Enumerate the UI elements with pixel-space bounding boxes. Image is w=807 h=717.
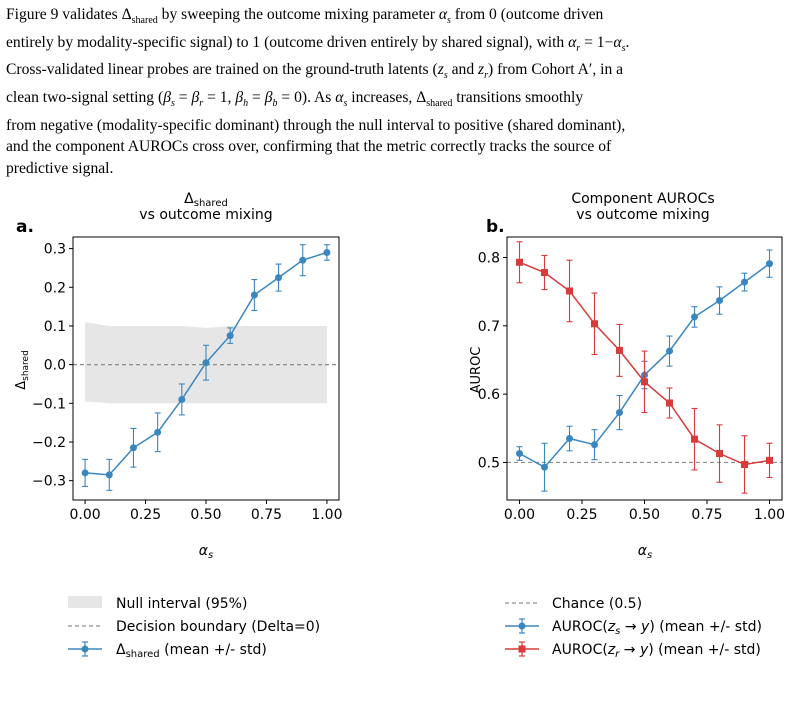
panel-b-series-2-point: [641, 378, 648, 386]
legend-null-band-label: Null interval (95%): [116, 596, 247, 612]
legend-delta-label: Δshared (mean +/- std): [116, 642, 267, 660]
panel-b-ytick-label: 0.7: [478, 319, 500, 335]
panel-b-ytick-label: 0.6: [478, 387, 500, 403]
panel-b-legend: Chance (0.5) AUROC(zs → y) (mean +/- std…: [505, 596, 762, 660]
panel-b-series-1-point: [616, 409, 623, 417]
panel-b-series-1-point: [691, 313, 698, 321]
panel-b-series-1-point: [566, 435, 573, 443]
panel-a-ytick-label: 0.3: [44, 242, 66, 258]
panel-b-xtick-label: 0.75: [691, 507, 722, 523]
caption-line-1: Figure 9 validates Δshared by sweeping t…: [6, 6, 604, 27]
panel-b-xtick-label: 0.25: [566, 507, 597, 523]
panel-b-series-1-point: [666, 347, 673, 355]
panel-b-series-2-point: [591, 320, 598, 328]
panel-a-xtick-label: 0.75: [251, 507, 282, 523]
panel-b-series-2-point: [566, 287, 573, 295]
panel-a-series-1-point: [105, 471, 113, 479]
panel-b-ylabel: AUROC: [469, 347, 484, 394]
panel-b-series-1-point: [591, 441, 598, 449]
panel-b-series-1-point: [741, 278, 748, 286]
panel-b-series-2-point: [766, 456, 773, 464]
panel-b-series-2-point: [666, 399, 673, 407]
panel-a-ytick-label: 0.0: [44, 358, 66, 374]
panel-a-series-1-point: [299, 256, 307, 264]
caption-line-2: entirely by modality-specific signal) to…: [6, 33, 630, 54]
panel-a-ytick-label: −0.3: [32, 474, 66, 490]
panel-b-xlabel: αs: [638, 543, 652, 561]
panel-b-series-1-point: [716, 297, 723, 305]
caption-line-4: clean two-signal setting (βs = βr = 1, β…: [6, 89, 584, 110]
caption-line-7: predictive signal.: [6, 160, 114, 177]
panel-a-xtick-label: 0.25: [130, 507, 161, 523]
legend-chance-label: Chance (0.5): [552, 596, 642, 612]
legend-zs-marker: [505, 618, 539, 634]
legend-delta-marker: [68, 641, 102, 657]
legend-zr-label: AUROC(zr → y) (mean +/- std): [552, 642, 761, 660]
panel-a-series-1-point: [129, 444, 137, 452]
panel-a-xtick-label: 1.00: [311, 507, 342, 523]
panel-b-label: b.: [486, 217, 505, 237]
panel-a-series-1-point: [323, 248, 331, 256]
legend-decision-label: Decision boundary (Delta=0): [116, 619, 320, 635]
panel-b-series-1-point: [766, 260, 773, 268]
panel-a-xtick-label: 0.50: [190, 507, 221, 523]
panel-b-series-2-point: [716, 450, 723, 458]
panel-b-xtick-label: 0.50: [629, 507, 660, 523]
panel-b-ytick-label: 0.5: [478, 455, 500, 471]
panel-a-ytick-label: −0.2: [32, 435, 66, 451]
panel-b-xtick-label: 1.00: [754, 507, 785, 523]
panel-a-series-1-point: [154, 428, 162, 436]
panel-a-title-line2: vs outcome mixing: [139, 207, 272, 223]
panel-b-title-line1: Component AUROCs: [571, 191, 714, 207]
panel-a-series-1-point: [275, 274, 283, 282]
caption-line-5: from negative (modality-specific dominan…: [6, 116, 626, 134]
panel-a-label: a.: [16, 217, 34, 237]
panel-b-ytick-label: 0.8: [478, 250, 500, 266]
panel-a-ytick-label: −0.1: [32, 396, 66, 412]
panel-a-ytick-label: 0.2: [44, 280, 66, 296]
panel-b-series-2-point: [541, 269, 548, 277]
panel-b-title-line2: vs outcome mixing: [576, 207, 709, 223]
legend-zs-label: AUROC(zs → y) (mean +/- std): [552, 619, 762, 637]
caption-paragraph: Figure 9 validates Δshared by sweeping t…: [6, 4, 804, 180]
panel-a-series-1-point: [202, 359, 210, 367]
panel-a-legend: Null interval (95%) Decision boundary (D…: [68, 596, 320, 660]
panel-a-ylabel: Δshared: [14, 350, 31, 390]
legend-zr-marker: [505, 641, 539, 657]
panel-a-series-1-point: [226, 332, 234, 340]
panel-b-plot: 0.00 0.25 0.50 0.75 1.00 0.5 0.6 0.7 0.8: [478, 236, 785, 523]
panel-a-plot: 0.00 0.25 0.50 0.75 1.00 −0.3 −0.2 −0.1 0.0 0.1 0.…: [32, 236, 342, 523]
panel-a: Δshared vs outcome mixing a. 0.00 0.25 0.5…: [14, 191, 342, 561]
caption-line-3: Cross-validated linear probes are traine…: [6, 61, 624, 82]
panel-b-series-2-point: [516, 258, 523, 266]
panel-a-series-1-point: [178, 395, 186, 403]
panel-a-xtick-label: 0.00: [70, 507, 101, 523]
panel-b-series-1-point: [516, 450, 523, 458]
panel-a-series-1-point: [250, 291, 258, 299]
legend-null-band-swatch: [68, 596, 102, 608]
panel-b-series-1-point: [541, 463, 548, 471]
panel-b-series-2-point: [691, 435, 698, 443]
panel-b-xtick-label: 0.00: [504, 507, 535, 523]
panel-a-series-1-point: [81, 469, 89, 477]
caption-line-6: and the component AUROCs cross over, con…: [6, 138, 612, 156]
panel-a-ytick-label: 0.1: [44, 319, 66, 335]
panel-a-xlabel: αs: [199, 543, 213, 561]
panel-b: Component AUROCs vs outcome mixing b. 0.…: [469, 191, 785, 561]
panel-b-series-2-point: [741, 460, 748, 468]
panel-b-series-2-point: [616, 346, 623, 354]
